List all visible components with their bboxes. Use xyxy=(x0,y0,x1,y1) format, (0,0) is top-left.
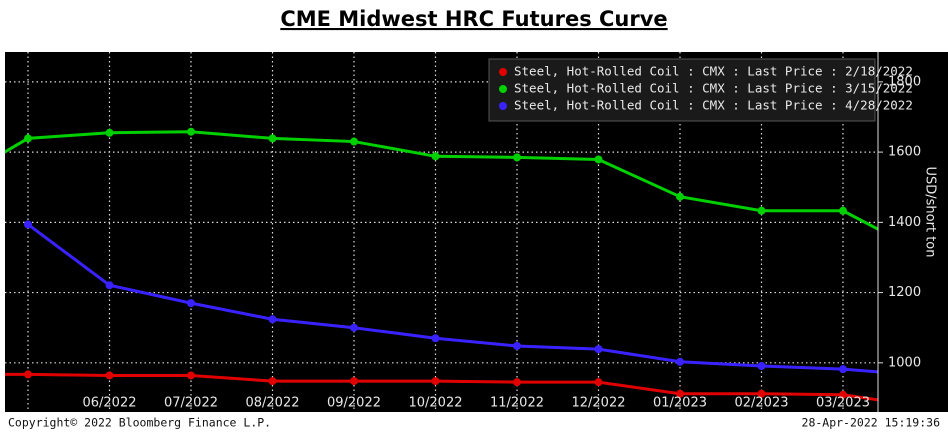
point xyxy=(187,127,195,136)
x-tick-label: 06/2022 xyxy=(82,396,136,411)
x-tick-label: 09/2022 xyxy=(327,396,381,411)
point xyxy=(105,281,114,290)
point xyxy=(757,206,766,215)
point xyxy=(676,357,684,366)
point xyxy=(839,365,847,374)
x-tick-label: 01/2023 xyxy=(653,396,707,411)
point xyxy=(24,220,32,229)
y-tick-label: 1000 xyxy=(888,355,921,370)
y-axis-label: USD/short ton xyxy=(923,167,938,258)
x-tick-label: 07/2022 xyxy=(164,396,218,411)
x-tick-label: 12/2022 xyxy=(571,396,625,411)
legend xyxy=(488,58,876,122)
x-tick-label: 10/2022 xyxy=(408,396,462,411)
x-tick-label: 03/2023 xyxy=(816,396,870,411)
point xyxy=(594,378,603,387)
point xyxy=(594,345,603,354)
footer-right: 28-Apr-2022 15:19:36 xyxy=(802,416,941,430)
point xyxy=(676,192,684,201)
x-tick-label: 02/2023 xyxy=(734,396,788,411)
point xyxy=(268,377,277,386)
legend-label: Steel, Hot-Rolled Coil : CMX : Last Pric… xyxy=(514,81,913,96)
legend-marker xyxy=(499,102,507,110)
legend-label: Steel, Hot-Rolled Coil : CMX : Last Pric… xyxy=(514,64,913,79)
point xyxy=(24,370,32,379)
footer-left: Copyright© 2022 Bloomberg Finance L.P. xyxy=(8,416,271,430)
y-tick-label: 1400 xyxy=(888,215,921,230)
y-tick-label: 1200 xyxy=(888,285,921,300)
legend-label: Steel, Hot-Rolled Coil : CMX : Last Pric… xyxy=(514,98,913,113)
point xyxy=(350,323,358,332)
y-tick-label: 1800 xyxy=(888,74,921,89)
point xyxy=(431,334,440,343)
point xyxy=(268,315,277,324)
x-tick-label: 11/2022 xyxy=(490,396,544,411)
point xyxy=(350,137,358,146)
point xyxy=(839,206,847,215)
point xyxy=(513,378,521,387)
point xyxy=(268,134,277,143)
point xyxy=(839,390,847,399)
legend-marker xyxy=(499,68,507,76)
y-tick-label: 1600 xyxy=(888,145,921,160)
point xyxy=(187,299,195,308)
point xyxy=(24,134,32,143)
point xyxy=(757,361,766,370)
point xyxy=(594,155,603,164)
x-tick-label: 08/2022 xyxy=(245,396,299,411)
point xyxy=(513,153,521,162)
legend-marker xyxy=(499,85,507,93)
point xyxy=(350,377,358,386)
point xyxy=(431,377,440,386)
series-line xyxy=(27,223,878,374)
point xyxy=(676,389,684,398)
chart-title: CME Midwest HRC Futures Curve xyxy=(280,7,667,31)
point xyxy=(105,371,114,380)
point xyxy=(757,389,766,398)
point xyxy=(187,371,195,380)
point xyxy=(105,128,114,137)
point xyxy=(513,341,521,350)
point xyxy=(431,152,440,161)
